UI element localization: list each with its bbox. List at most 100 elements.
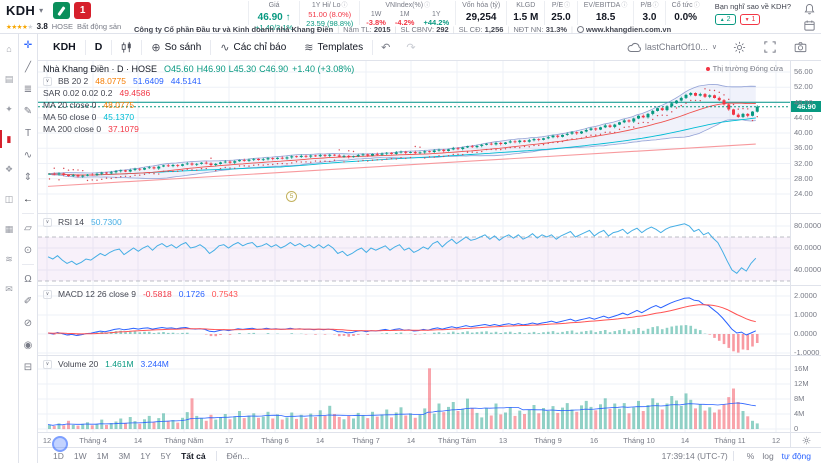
- volume-axis[interactable]: 16M 12M 8M 4M 0: [790, 356, 821, 433]
- rsi-axis[interactable]: 80.0000 60.0000 40.0000: [790, 214, 821, 285]
- redo-icon[interactable]: ↷: [406, 41, 416, 54]
- current-price-badge: 46.90: [791, 101, 821, 112]
- indicators-button[interactable]: ∿ Các chỉ báo: [211, 41, 295, 54]
- event-marker[interactable]: 5: [286, 191, 297, 202]
- calendar-icon[interactable]: [803, 19, 816, 32]
- collapse-caret-icon[interactable]: ∨: [43, 359, 52, 369]
- undo-icon[interactable]: ↶: [381, 41, 391, 54]
- arrow-tool-icon[interactable]: ←: [23, 193, 33, 205]
- price-pane[interactable]: Nhà Khang Điền · D · HOSE O45.60 H46.90 L4…: [38, 61, 821, 213]
- range-button[interactable]: 1W: [73, 450, 87, 461]
- indicator-value: 0.1726: [178, 289, 205, 299]
- collapse-caret-icon[interactable]: ∨: [43, 76, 52, 86]
- saved-chart-button[interactable]: lastChartOf10... ∨: [621, 42, 723, 53]
- lock-tool-icon[interactable]: ⊘: [23, 317, 33, 329]
- chart-toolbar: KDH D ⊕ So sánh ∿ Các chỉ báo ≋ Templates ↶…: [38, 34, 821, 61]
- axis-tick: 0: [794, 424, 799, 433]
- ideas-icon[interactable]: ✦: [5, 103, 13, 114]
- thumbs-up-button[interactable]: ▲ 2: [714, 14, 736, 25]
- heatmap-icon[interactable]: ▦: [4, 223, 14, 234]
- messages-icon[interactable]: ✉: [5, 283, 13, 294]
- period-value: +44.2%: [423, 18, 450, 27]
- range-button[interactable]: 3M: [118, 450, 131, 461]
- macd-pane[interactable]: ∨ MACD 12 26 close 9 -0.5818 0.1726 0.7543 2…: [38, 285, 821, 357]
- time-label: Tháng Tám: [437, 436, 477, 445]
- indicator-value: 49.4586: [119, 88, 151, 98]
- rsi-pane[interactable]: ∨ RSI 14 50.7300 80.0000 60.0000 40.0000: [38, 213, 821, 285]
- zoom-tool-icon[interactable]: ⊙: [23, 244, 33, 256]
- percent-scale-button[interactable]: %: [746, 450, 755, 461]
- templates-button[interactable]: ≋ Templates: [295, 41, 372, 54]
- collapse-caret-icon[interactable]: ∨: [43, 217, 52, 227]
- portfolio-icon[interactable]: ❖: [4, 163, 14, 174]
- screener-icon[interactable]: ◫: [4, 193, 14, 204]
- trendline-tool-icon[interactable]: ╱: [24, 61, 32, 73]
- thumbs-down-button[interactable]: ▼ 1: [739, 14, 761, 25]
- range-button[interactable]: 1Y: [140, 450, 151, 461]
- time-label: 16: [589, 436, 599, 445]
- indicator-legend-row[interactable]: ∨ Volume 20 1.461M 3.244M: [43, 358, 169, 370]
- rating-stars: ★★★★★: [6, 23, 33, 31]
- indicator-legend-row[interactable]: MA 20 close 0 48.0775: [43, 99, 354, 111]
- interval-button[interactable]: D: [94, 41, 103, 53]
- info-icon: ⓘ: [693, 3, 700, 9]
- volume-pane[interactable]: ∨ Volume 20 1.461M 3.244M 16M 12M 8M 4M 0: [38, 355, 821, 433]
- crosshair-tool-icon[interactable]: ✛: [23, 39, 33, 51]
- markets-icon[interactable]: ▤: [4, 73, 14, 84]
- range-all-button[interactable]: Tất cả: [181, 450, 206, 461]
- stat-value: 0.0%: [674, 12, 698, 23]
- axis-tick: -1.0000: [794, 348, 820, 357]
- fib-tool-icon[interactable]: ≣: [23, 83, 33, 95]
- macd-legend: ∨ MACD 12 26 close 9 -0.5818 0.1726 0.7543: [43, 288, 238, 300]
- log-scale-button[interactable]: log: [762, 450, 774, 461]
- trash-tool-icon[interactable]: ⊟: [23, 361, 33, 373]
- auto-scale-button[interactable]: tự động: [781, 450, 811, 461]
- time-axis[interactable]: 12 Tháng 4 14 Tháng Năm 17 Tháng 6 14 Tháng 7 14…: [38, 432, 821, 447]
- chart-icon[interactable]: ▮: [0, 124, 18, 154]
- fullscreen-icon[interactable]: [756, 41, 784, 53]
- clock[interactable]: 17:39:14 (UTC-7): [661, 450, 728, 461]
- indicator-legend-row[interactable]: MA 200 close 0 37.1079: [43, 123, 354, 135]
- notifications-bell-icon[interactable]: [803, 3, 816, 16]
- toolbar-symbol-button[interactable]: KDH: [53, 41, 76, 53]
- company-info-strip: Công ty Cổ phần Đầu tư và Kinh doanh nhà…: [134, 25, 671, 34]
- compare-button[interactable]: ⊕ So sánh: [142, 41, 210, 54]
- eye-tool-icon[interactable]: ◉: [23, 339, 33, 351]
- symbol-dropdown-caret[interactable]: ▾: [39, 6, 44, 15]
- indicator-legend-row[interactable]: SAR 0.02 0.02 0.2 49.4586: [43, 87, 354, 99]
- news-icon[interactable]: ≋: [5, 253, 13, 264]
- symbol-name[interactable]: KDH: [6, 3, 36, 18]
- indicator-legend-row[interactable]: ∨ MACD 12 26 close 9 -0.5818 0.1726 0.7543: [43, 288, 238, 300]
- industry-label[interactable]: Bất động sản: [77, 22, 122, 31]
- magnet-tool-icon[interactable]: Ω: [24, 273, 32, 285]
- position-tool-icon[interactable]: ⇕: [23, 171, 33, 183]
- axis-tick: 28.00: [794, 173, 813, 183]
- axis-tick: 40.0000: [794, 265, 821, 274]
- collapse-caret-icon[interactable]: ∨: [43, 289, 52, 299]
- stat-value: 1.5 M: [513, 12, 539, 23]
- indicator-legend-row[interactable]: MA 50 close 0 45.1370: [43, 111, 354, 123]
- chart-settings-gear-icon[interactable]: [725, 41, 754, 54]
- goto-date-button[interactable]: Đến...: [226, 450, 250, 461]
- ruler-tool-icon[interactable]: ▱: [24, 222, 32, 234]
- snapshot-camera-icon[interactable]: [786, 41, 815, 53]
- range-button[interactable]: 1M: [96, 450, 109, 461]
- period-label: 1Y: [432, 11, 441, 18]
- text-tool-icon[interactable]: T: [24, 127, 32, 139]
- macd-axis[interactable]: 2.0000 1.0000 0.0000 -1.0000: [790, 286, 821, 357]
- axis-settings-gear-icon[interactable]: [790, 433, 821, 447]
- axis-tick: 12M: [794, 379, 809, 388]
- broker-logo-red[interactable]: 1: [74, 2, 92, 19]
- range-button[interactable]: 5Y: [160, 450, 172, 461]
- range-button[interactable]: 1D: [53, 450, 64, 461]
- brush-tool-icon[interactable]: ✎: [23, 105, 33, 117]
- thumbs-down-icon: ▼: [744, 16, 750, 23]
- indicator-legend-row[interactable]: ∨ RSI 14 50.7300: [43, 216, 122, 228]
- draw-tool-icon[interactable]: ✐: [23, 295, 33, 307]
- chart-style-icon[interactable]: [112, 41, 141, 54]
- broker-logo-green[interactable]: [53, 2, 71, 19]
- home-icon[interactable]: ⌂: [6, 44, 12, 54]
- price-axis[interactable]: 46.90 56.00 52.00 48.00 44.00 40.00 36.00 32.0…: [790, 61, 821, 213]
- indicator-legend-row[interactable]: ∨ BB 20 2 48.0775 51.6409 44.5141: [43, 75, 354, 87]
- pattern-tool-icon[interactable]: ∿: [23, 149, 33, 161]
